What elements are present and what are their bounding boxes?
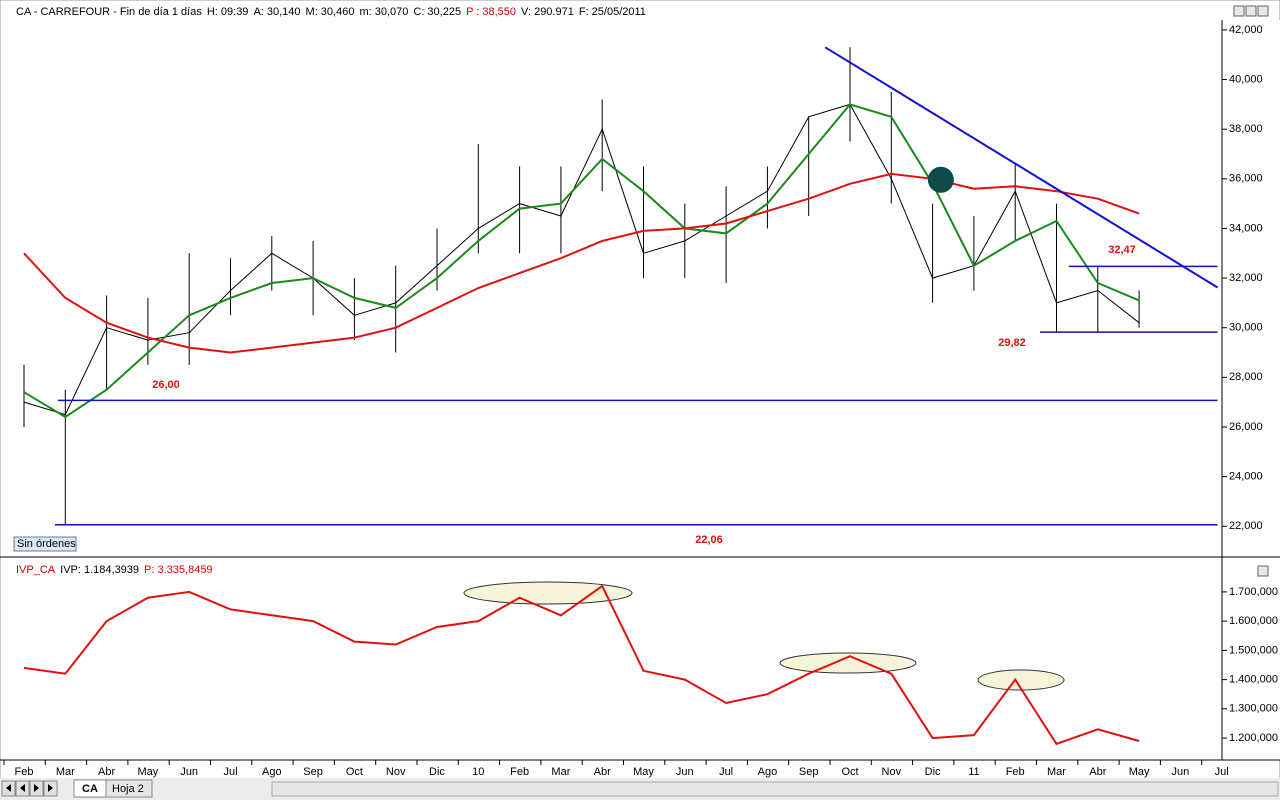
x-tick-label: Dic: [429, 766, 445, 778]
tab[interactable]: [105, 779, 153, 798]
x-tick-label: Oct: [346, 766, 363, 778]
level-annotation: 26,00: [152, 379, 180, 391]
y-tick-label: 1.500,000: [1229, 644, 1278, 656]
nav-arrows: [6, 784, 53, 792]
level-annotation: 22,06: [695, 534, 723, 546]
x-tick-label: Jul: [1215, 766, 1229, 778]
x-tick-label: Sep: [303, 766, 323, 778]
tab-label: Hoja 2: [112, 783, 144, 795]
scrollbar[interactable]: [271, 781, 1279, 797]
header-title: IVP_CA: [16, 564, 56, 576]
panel-header: CA - CARREFOUR - Fin de día 1 días H: 09:…: [16, 6, 646, 18]
x-tick-label: Jul: [719, 766, 733, 778]
y-tick-label: 1.300,000: [1229, 703, 1278, 715]
status-text: Sin órdenes: [17, 538, 76, 550]
y-tick-label: 34,000: [1229, 222, 1263, 234]
x-tick-label: Abr: [1089, 766, 1106, 778]
x-tick-label: Jun: [180, 766, 198, 778]
x-tick-label: 11: [968, 766, 979, 778]
highlight: [779, 652, 917, 674]
moving-average: [23, 103, 1140, 419]
panel-header: IVP_CA IVP: 1.184,3939 P: 3.335,8459: [16, 564, 213, 576]
x-tick-label: Jun: [676, 766, 694, 778]
x-tick-label: Mar: [551, 766, 570, 778]
x-tick-label: Feb: [1006, 766, 1025, 778]
header-field: V: 290.971: [521, 6, 574, 18]
x-tick-label: Mar: [56, 766, 75, 778]
tab-label: CA: [82, 783, 98, 795]
status-box: [13, 536, 77, 552]
header-field: C: 30,225: [413, 6, 461, 18]
maximize-button[interactable]: [1245, 5, 1257, 17]
close-line: [23, 103, 1140, 416]
header-field: IVP: 1.184,3939: [60, 564, 139, 576]
header-title: CA - CARREFOUR - Fin de día 1 días: [16, 6, 202, 18]
y-tick-label: 42,000: [1229, 24, 1263, 36]
y-tick-label: 30,000: [1229, 322, 1263, 334]
x-tick-label: May: [138, 766, 159, 778]
x-tick-label: Oct: [841, 766, 858, 778]
x-tick-label: May: [1129, 766, 1150, 778]
x-tick-label: Sep: [799, 766, 819, 778]
x-tick-label: Ago: [262, 766, 282, 778]
x-tick-label: Nov: [386, 766, 406, 778]
moving-average: [23, 172, 1140, 354]
level-annotation: 29,82: [998, 337, 1026, 349]
y-tick-label: 1.200,000: [1229, 732, 1278, 744]
x-tick-label: Nov: [882, 766, 902, 778]
indicator-line: [23, 584, 1140, 746]
x-tick-label: Abr: [594, 766, 611, 778]
x-tick-label: Feb: [510, 766, 529, 778]
y-tick-label: 28,000: [1229, 371, 1263, 383]
minimize-button[interactable]: [1233, 5, 1245, 17]
x-tick-label: Feb: [15, 766, 34, 778]
close-button[interactable]: [1257, 5, 1269, 17]
panel-close-button[interactable]: [1257, 565, 1269, 577]
x-tick-label: Jun: [1172, 766, 1190, 778]
x-tick-label: Ago: [758, 766, 778, 778]
x-tick-label: Mar: [1047, 766, 1066, 778]
header-field: A: 30,140: [253, 6, 300, 18]
highlight: [463, 581, 633, 605]
header-field: M: 30,460: [306, 6, 355, 18]
y-tick-label: 40,000: [1229, 73, 1263, 85]
header-field: P : 38,550: [466, 6, 516, 18]
y-tick-label: 1.700,000: [1229, 586, 1278, 598]
y-tick-label: 32,000: [1229, 272, 1263, 284]
level-annotation: 32,47: [1108, 244, 1136, 256]
signal-marker: [927, 166, 954, 193]
y-tick-label: 36,000: [1229, 173, 1263, 185]
x-tick-label: Dic: [925, 766, 941, 778]
trendline: [824, 46, 1219, 289]
header-field: F: 25/05/2011: [579, 6, 646, 18]
header-field: H: 09:39: [207, 6, 249, 18]
x-tick-label: May: [633, 766, 654, 778]
y-tick-label: 22,000: [1229, 520, 1263, 532]
x-tick-label: 10: [472, 766, 484, 778]
header-field: P: 3.335,8459: [144, 564, 213, 576]
y-tick-label: 1.600,000: [1229, 615, 1278, 627]
highlight-ellipses: [463, 581, 1065, 691]
header-field: m: 30,070: [359, 6, 408, 18]
y-tick-label: 38,000: [1229, 123, 1263, 135]
price-axis-area: [1222, 20, 1280, 760]
x-tick-label: Jul: [223, 766, 237, 778]
y-tick-label: 26,000: [1229, 421, 1263, 433]
window-controls: [1233, 5, 1269, 577]
x-tick-label: Abr: [98, 766, 115, 778]
y-tick-label: 1.400,000: [1229, 674, 1278, 686]
y-tick-label: 24,000: [1229, 470, 1263, 482]
tab-nav: [1, 779, 1279, 798]
